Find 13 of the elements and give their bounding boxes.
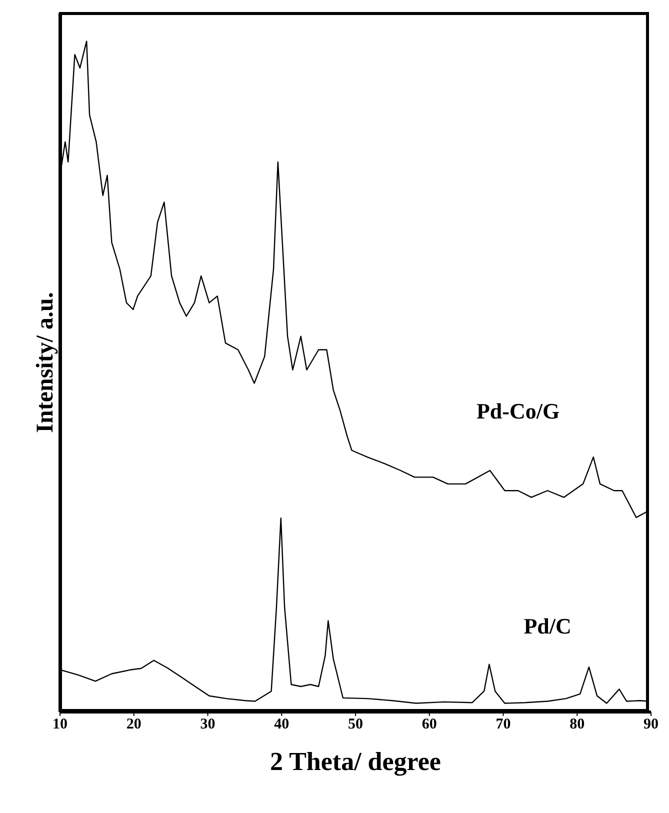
x-tick-label: 60 [422, 716, 437, 733]
x-tick-label: 30 [200, 716, 216, 733]
series-label: Pd/C [524, 613, 572, 638]
y-axis-title: Intensity/ a.u. [32, 292, 59, 433]
x-tick-label: 10 [52, 716, 68, 733]
x-tick-label: 20 [126, 716, 142, 733]
x-tick-label: 70 [496, 716, 511, 733]
x-tick-label: 40 [274, 716, 290, 733]
x-axis-title: 2 Theta/ degree [270, 747, 441, 776]
x-tick-label: 90 [644, 716, 658, 733]
x-tick-label: 50 [348, 716, 363, 733]
x-tick-label: 80 [570, 716, 585, 733]
text: Pd-Co/G [476, 398, 560, 424]
